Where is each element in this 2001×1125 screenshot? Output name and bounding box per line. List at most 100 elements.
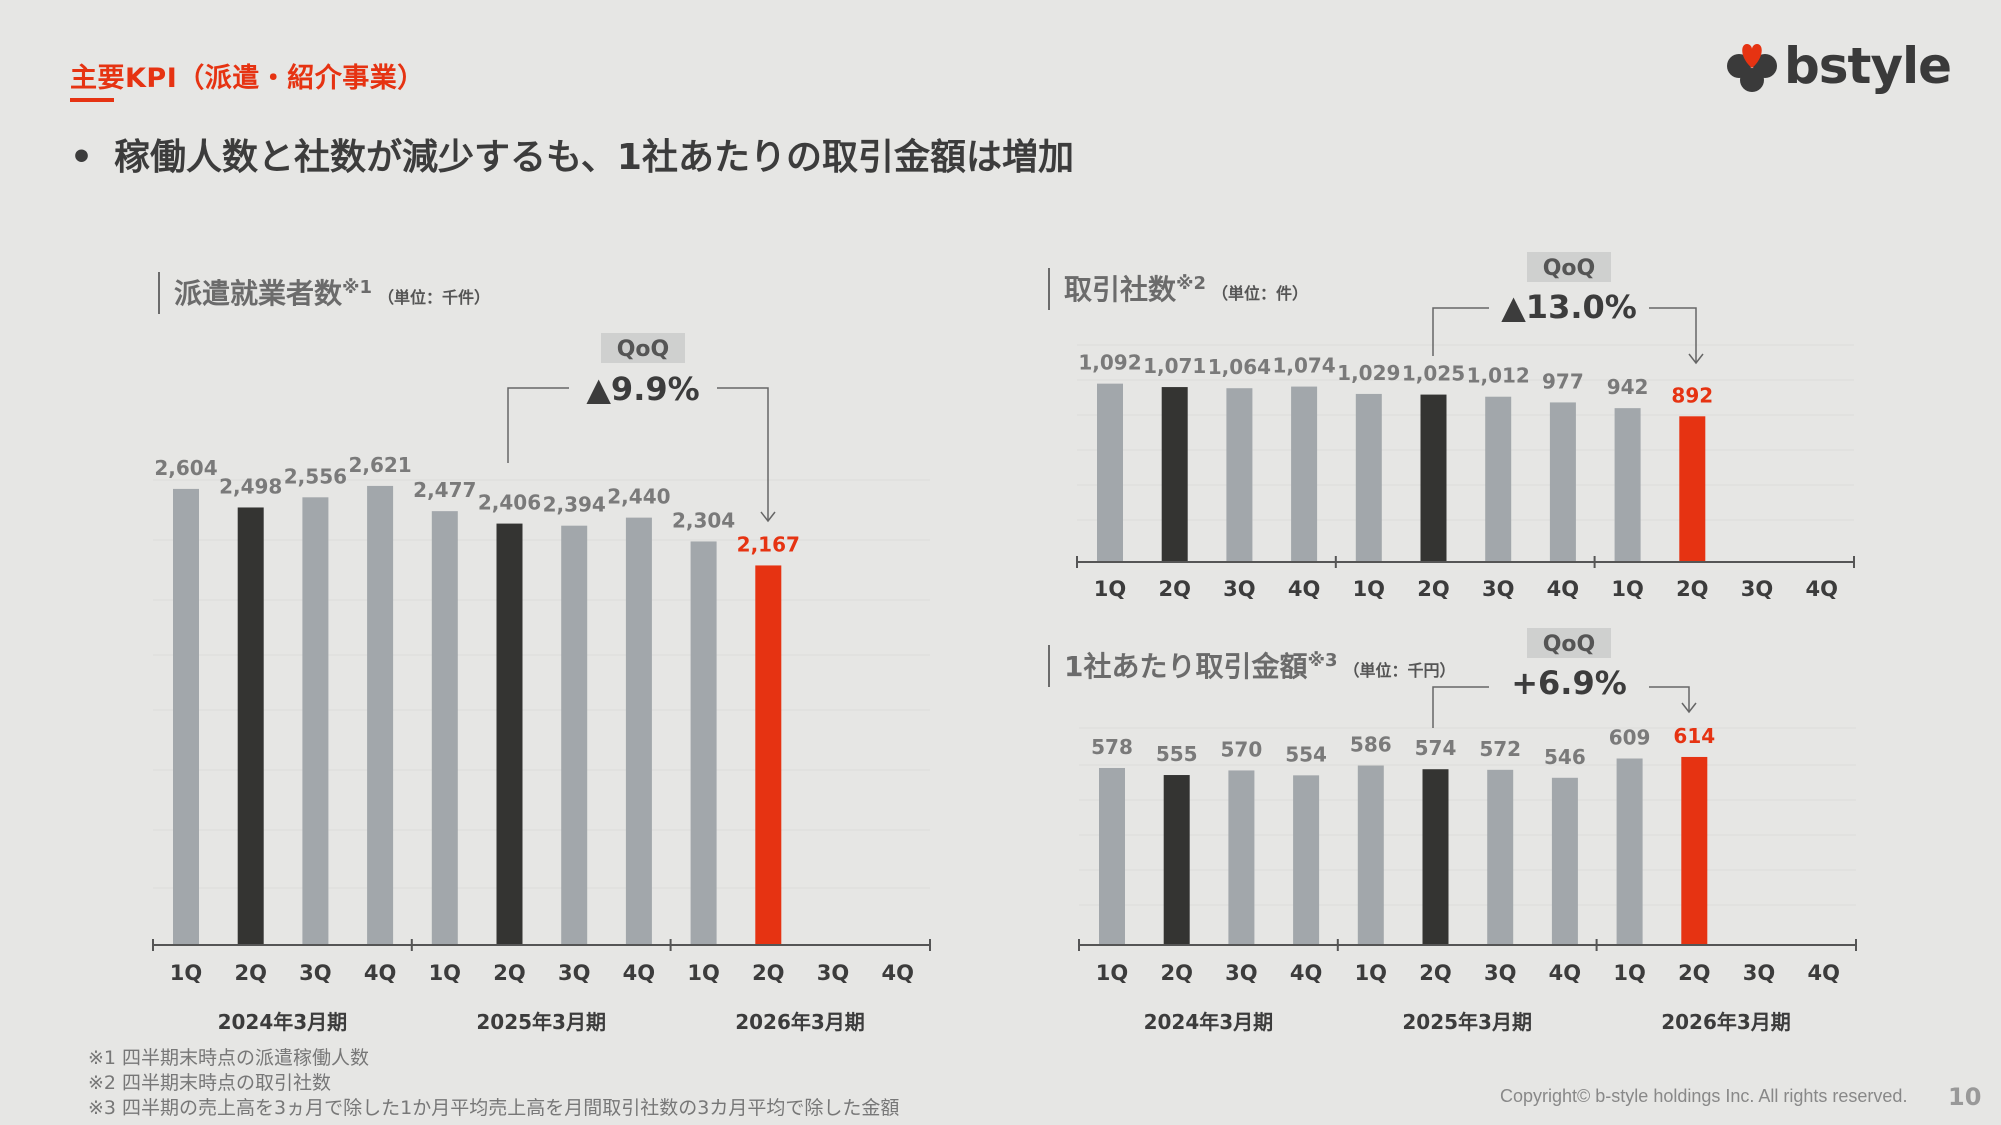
chart2-tick-label: 3Q xyxy=(1741,577,1773,601)
footnotes: ※1 四半期末時点の派遣稼働人数 ※2 四半期末時点の取引社数 ※3 四半期の売… xyxy=(88,1046,899,1121)
chart3-tick-label: 4Q xyxy=(1290,961,1322,985)
chart1-tick-label: 4Q xyxy=(623,961,655,985)
chart3-data-label: 546 xyxy=(1544,745,1586,769)
chart1-tick-label: 3Q xyxy=(299,961,331,985)
chart1-data-label: 2,556 xyxy=(284,464,347,488)
chart1-data-label: 2,440 xyxy=(607,485,670,509)
chart2-title-note: ※2 xyxy=(1176,273,1207,294)
chart3-tick-label: 1Q xyxy=(1355,961,1387,985)
chart3-bar xyxy=(1422,769,1449,945)
chart3-bar xyxy=(1099,767,1125,945)
section-title: 主要KPI（派遣・紹介事業） xyxy=(70,63,425,94)
chart3-data-label: 570 xyxy=(1221,737,1263,761)
chart2-qoq-label: QoQ xyxy=(1543,256,1596,281)
chart1-data-label: 2,498 xyxy=(219,474,282,498)
chart3-year-label: 2024年3月期 xyxy=(1144,1010,1274,1034)
chart2-bar xyxy=(1679,416,1706,562)
chart3-tick-label: 2Q xyxy=(1419,961,1451,985)
chart1-qoq-connector-left xyxy=(507,387,569,463)
chart3-bar xyxy=(1487,769,1514,945)
footnote-2: ※2 四半期末時点の取引社数 xyxy=(88,1072,332,1094)
chart2-tick-label: 3Q xyxy=(1482,577,1514,601)
chart1-unit: （単位：千件） xyxy=(378,288,491,307)
chart2-qoq-connector-right xyxy=(1649,307,1697,363)
chart1-bar xyxy=(625,517,652,945)
chart3-year-label: 2026年3月期 xyxy=(1661,1010,1791,1034)
chart3-tick-label: 3Q xyxy=(1484,961,1516,985)
chart1-year-label: 2024年3月期 xyxy=(218,1010,348,1034)
chart2-data-label: 1,071 xyxy=(1143,354,1206,378)
chart1-tick-label: 2Q xyxy=(493,961,525,985)
chart3-data-label: 614 xyxy=(1673,724,1715,748)
chart1-bar xyxy=(755,565,782,945)
chart1-bar xyxy=(302,497,329,945)
chart2-data-label: 977 xyxy=(1542,369,1584,393)
chart1-qoq-arrowhead xyxy=(760,511,776,523)
chart3-qoq-value: +6.9% xyxy=(1511,664,1627,702)
bullet-mark: • xyxy=(70,137,94,178)
chart3-data-label: 586 xyxy=(1350,733,1392,757)
chart1-tick-label: 2Q xyxy=(234,961,266,985)
chart3-title-note: ※3 xyxy=(1307,650,1338,671)
chart2-bar xyxy=(1291,386,1318,562)
chart3-bar xyxy=(1163,775,1190,945)
chart2-bar xyxy=(1161,387,1188,562)
title-underline xyxy=(70,98,114,102)
chart1-bar xyxy=(173,488,199,945)
chart3-year-label: 2025年3月期 xyxy=(1402,1010,1532,1034)
chart1-bar xyxy=(431,511,458,945)
footnote-3: ※3 四半期の売上高を3ヵ月で除した1か月平均売上高を月間取引社数の3カ月平均で… xyxy=(88,1097,900,1119)
chart2-bar xyxy=(1549,402,1576,562)
headline-text: 稼働人数と社数が減少するも、1社あたりの取引金額は増加 xyxy=(114,137,1074,178)
chart2-qoq-value: ▲13.0% xyxy=(1501,288,1637,326)
chart2-bar xyxy=(1420,394,1447,562)
chart3-data-label: 554 xyxy=(1285,742,1327,766)
chart2-data-label: 1,092 xyxy=(1078,351,1141,375)
chart2-bar xyxy=(1097,383,1123,562)
chart1-tick-label: 3Q xyxy=(558,961,590,985)
chart3-tick-label: 2Q xyxy=(1160,961,1192,985)
chart3-bar xyxy=(1357,765,1384,945)
chart3-data-label: 609 xyxy=(1609,725,1651,749)
chart2-data-label: 892 xyxy=(1671,383,1713,407)
chart2-tick-label: 4Q xyxy=(1288,577,1320,601)
chart1-tick-label: 3Q xyxy=(817,961,849,985)
chart2-unit: （単位：件） xyxy=(1212,284,1309,303)
chart3-tick-label: 3Q xyxy=(1225,961,1257,985)
chart2-bar xyxy=(1485,396,1512,562)
chart1-data-label: 2,477 xyxy=(413,478,476,502)
chart1-qoq-value: ▲9.9% xyxy=(586,370,699,408)
chart3-qoq-connector-left xyxy=(1432,686,1489,728)
chart3-tick-label: 4Q xyxy=(1549,961,1581,985)
chart1-data-label: 2,304 xyxy=(672,508,735,532)
chart3-unit: （単位：千円） xyxy=(1343,661,1456,680)
chart3-tick-label: 1Q xyxy=(1096,961,1128,985)
chart3-tick-label: 4Q xyxy=(1807,961,1839,985)
chart1-title-text: 派遣就業者数 xyxy=(174,277,343,310)
chart1-qoq-connector-right xyxy=(717,387,769,521)
chart1-bar xyxy=(690,541,717,945)
chart2-tick-label: 2Q xyxy=(1676,577,1708,601)
chart2-data-label: 1,025 xyxy=(1402,362,1465,386)
chart2-data-label: 1,064 xyxy=(1208,355,1271,379)
footnote-1: ※1 四半期末時点の派遣稼働人数 xyxy=(88,1047,370,1069)
chart3-qoq-arrowhead xyxy=(1681,702,1697,714)
chart3-title-text: 1社あたり取引金額 xyxy=(1064,650,1308,683)
chart1-data-label: 2,394 xyxy=(543,493,606,517)
chart1-bar xyxy=(237,507,264,945)
chart3-bar xyxy=(1616,758,1643,945)
chart3-bar xyxy=(1228,770,1255,945)
chart3-qoq-box xyxy=(1527,628,1611,658)
chart3-qoq-connector-right xyxy=(1649,686,1690,712)
chart2-tick-label: 2Q xyxy=(1417,577,1449,601)
chart1-tick-label: 4Q xyxy=(881,961,913,985)
chart1-title: 派遣就業者数※1 （単位：千件） xyxy=(158,272,490,314)
chart2-tick-label: 3Q xyxy=(1223,577,1255,601)
chart1-data-label: 2,167 xyxy=(737,532,800,556)
chart2-tick-label: 4Q xyxy=(1547,577,1579,601)
chart1-tick-label: 1Q xyxy=(170,961,202,985)
chart2-tick-label: 1Q xyxy=(1353,577,1385,601)
chart1-data-label: 2,604 xyxy=(154,456,217,480)
chart1-qoq-box xyxy=(601,333,685,363)
